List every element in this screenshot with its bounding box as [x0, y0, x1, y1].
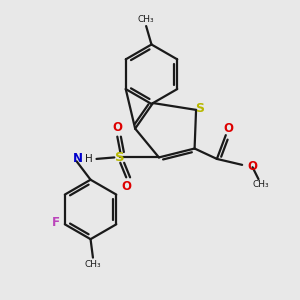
Text: CH₃: CH₃ — [253, 180, 269, 189]
Text: O: O — [121, 180, 131, 193]
Text: CH₃: CH₃ — [85, 260, 101, 268]
Text: S: S — [116, 151, 125, 164]
Text: S: S — [195, 102, 204, 115]
Text: O: O — [223, 122, 233, 135]
Text: N: N — [73, 152, 83, 165]
Text: CH₃: CH₃ — [138, 15, 154, 24]
Text: H: H — [85, 154, 93, 164]
Text: O: O — [112, 121, 122, 134]
Text: F: F — [52, 216, 60, 229]
Text: O: O — [248, 160, 257, 173]
